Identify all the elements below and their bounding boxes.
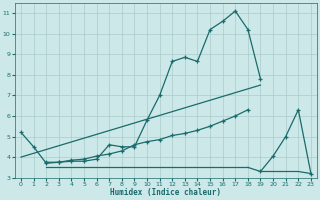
X-axis label: Humidex (Indice chaleur): Humidex (Indice chaleur)	[110, 188, 221, 197]
